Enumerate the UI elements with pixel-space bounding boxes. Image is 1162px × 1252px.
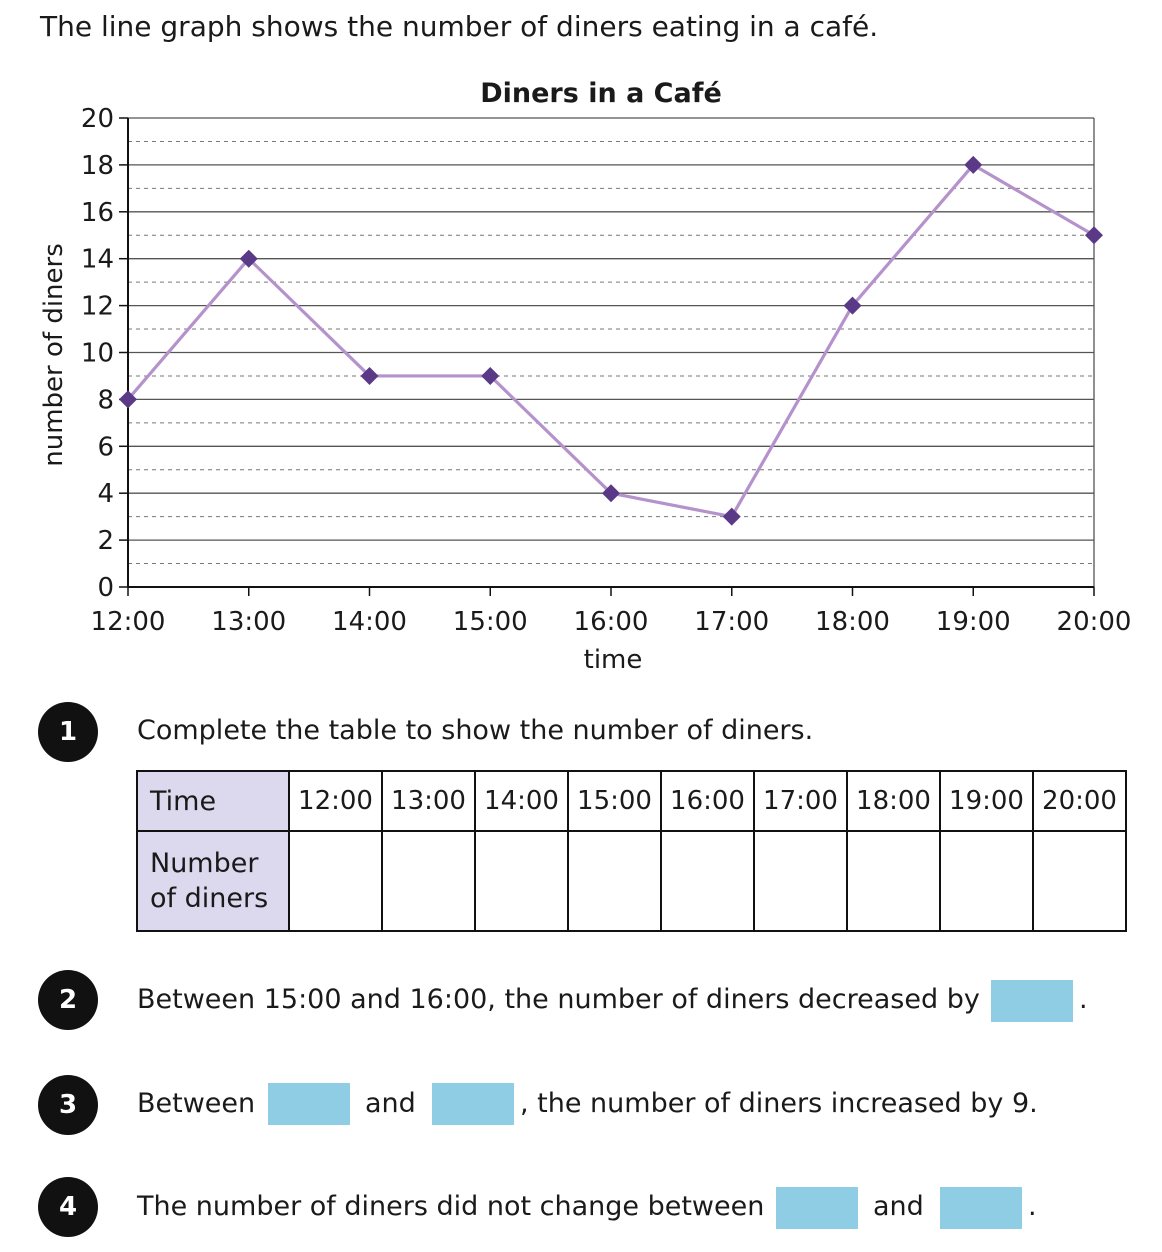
question-3-text-middle: and bbox=[365, 1088, 416, 1119]
y-axis-label: number of diners bbox=[39, 243, 69, 467]
diners-answer-cell[interactable] bbox=[753, 830, 848, 932]
diners-table: Time 12:00 13:00 14:00 15:00 16:00 17:00… bbox=[136, 770, 1127, 932]
y-tick-label: 14 bbox=[81, 245, 114, 275]
diners-row: Number of diners bbox=[136, 830, 1127, 932]
y-tick-label: 18 bbox=[81, 151, 114, 181]
diners-answer-cell[interactable] bbox=[660, 830, 755, 932]
time-cell: 18:00 bbox=[846, 770, 941, 832]
data-point-marker bbox=[843, 296, 862, 315]
question-4-answer-box-1[interactable] bbox=[776, 1187, 858, 1229]
time-row: Time 12:00 13:00 14:00 15:00 16:00 17:00… bbox=[136, 770, 1127, 832]
diners-series-line bbox=[126, 163, 1095, 519]
intro-text: The line graph shows the number of diner… bbox=[40, 10, 879, 43]
question-1-text: Complete the table to show the number of… bbox=[137, 715, 814, 746]
y-tick-label: 16 bbox=[81, 198, 114, 228]
x-tick-label: 13:00 bbox=[211, 607, 286, 637]
time-cell: 17:00 bbox=[753, 770, 848, 832]
x-tick-label: 20:00 bbox=[1057, 607, 1132, 637]
time-header: Time bbox=[136, 770, 290, 832]
question-3-answer-box-1[interactable] bbox=[268, 1083, 350, 1125]
data-point-marker bbox=[1085, 226, 1103, 245]
diners-answer-cell[interactable] bbox=[567, 830, 662, 932]
question-2-answer-box[interactable] bbox=[991, 980, 1073, 1022]
y-tick-label: 10 bbox=[81, 339, 114, 369]
data-point-marker bbox=[602, 484, 620, 503]
line-chart: 0 2 4 6 8 10 12 14 16 18 20 12:00 13:00 14:00 15:00 16:… bbox=[39, 78, 1132, 675]
diners-header-line2: of diners bbox=[150, 883, 269, 914]
question-4-text-middle: and bbox=[873, 1191, 924, 1222]
y-tick-label: 0 bbox=[97, 573, 114, 603]
y-tick-label: 20 bbox=[81, 104, 114, 134]
question-4-text-before: The number of diners did not change betw… bbox=[137, 1191, 765, 1222]
time-cell: 16:00 bbox=[660, 770, 755, 832]
data-point-marker bbox=[119, 390, 137, 409]
y-tick-label: 2 bbox=[97, 526, 114, 556]
question-4-answer-box-2[interactable] bbox=[940, 1187, 1022, 1229]
question-3-text-before: Between bbox=[137, 1088, 256, 1119]
question-2-period: . bbox=[1079, 984, 1088, 1015]
question-2-text: Between 15:00 and 16:00, the number of d… bbox=[137, 984, 980, 1015]
data-point-marker bbox=[360, 366, 379, 385]
x-tick-label: 14:00 bbox=[332, 607, 407, 637]
question-3-answer-box-2[interactable] bbox=[432, 1083, 514, 1125]
question-3-number: 3 bbox=[38, 1075, 98, 1135]
x-tick-label: 15:00 bbox=[453, 607, 528, 637]
time-cell: 19:00 bbox=[939, 770, 1034, 832]
diners-header: Number of diners bbox=[136, 830, 290, 932]
question-3-text-after: , the number of diners increased by 9. bbox=[520, 1088, 1038, 1119]
diners-answer-cell[interactable] bbox=[381, 830, 476, 932]
diners-answer-cell[interactable] bbox=[288, 830, 383, 932]
chart-title: Diners in a Café bbox=[480, 78, 722, 109]
diners-header-line1: Number bbox=[150, 848, 259, 879]
time-cell: 14:00 bbox=[474, 770, 569, 832]
x-tick-label: 19:00 bbox=[936, 607, 1011, 637]
question-2-number: 2 bbox=[38, 970, 98, 1030]
y-tick-label: 8 bbox=[97, 385, 114, 415]
time-cell: 13:00 bbox=[381, 770, 476, 832]
x-axis-label: time bbox=[584, 645, 643, 675]
data-point-marker bbox=[239, 249, 258, 268]
x-tick-label: 16:00 bbox=[574, 607, 649, 637]
diners-answer-cell[interactable] bbox=[474, 830, 569, 932]
x-tick-label: 17:00 bbox=[694, 607, 769, 637]
question-4-number: 4 bbox=[38, 1177, 98, 1237]
diners-answer-cell[interactable] bbox=[939, 830, 1034, 932]
question-4-period: . bbox=[1028, 1191, 1037, 1222]
y-tick-label: 4 bbox=[97, 479, 114, 509]
diners-answer-cell[interactable] bbox=[846, 830, 941, 932]
data-point-marker bbox=[481, 366, 500, 385]
diners-answer-cell[interactable] bbox=[1032, 830, 1127, 932]
y-tick-label: 6 bbox=[97, 432, 114, 462]
data-point-marker bbox=[722, 507, 741, 526]
data-point-marker bbox=[964, 155, 983, 174]
time-cell: 20:00 bbox=[1032, 770, 1127, 832]
time-cell: 15:00 bbox=[567, 770, 662, 832]
x-tick-label: 12:00 bbox=[91, 607, 166, 637]
time-cell: 12:00 bbox=[288, 770, 383, 832]
question-1-number: 1 bbox=[38, 702, 98, 762]
y-tick-label: 12 bbox=[81, 292, 114, 322]
x-tick-label: 18:00 bbox=[815, 607, 890, 637]
